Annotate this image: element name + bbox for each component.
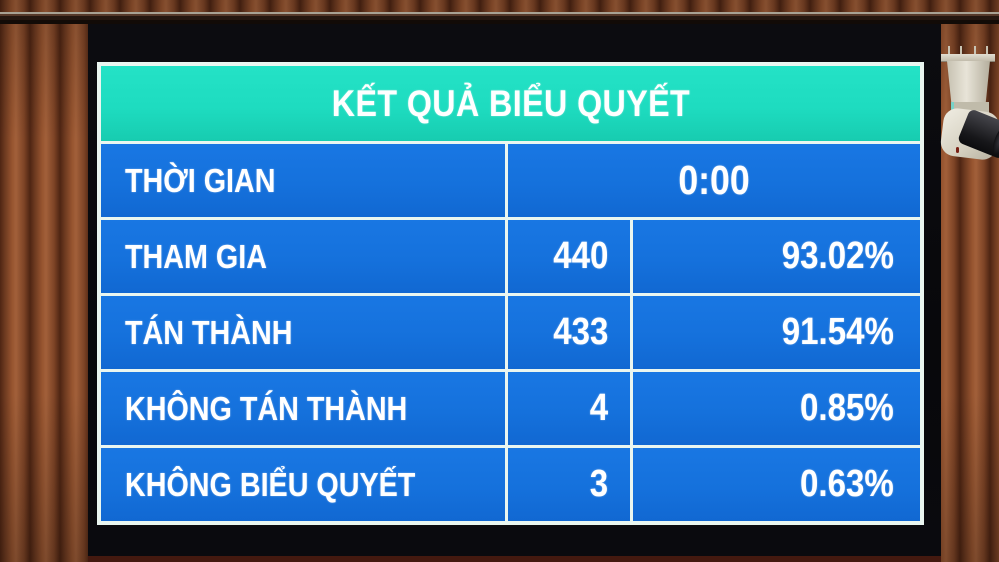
wall-rail	[0, 12, 999, 24]
table-title: KẾT QUẢ BIỂU QUYẾT	[101, 66, 920, 141]
camera-neck	[951, 102, 989, 113]
row-khong-tan-thanh-count: 4	[508, 372, 630, 445]
camera-mount-pin	[960, 46, 962, 54]
camera-mount-pin	[986, 46, 988, 54]
camera-mount-plate	[941, 54, 995, 62]
table-title-text: KẾT QUẢ BIỂU QUYẾT	[331, 82, 690, 124]
camera-cable-tip	[956, 147, 959, 153]
camera-mount-pin	[948, 46, 950, 54]
row-khong-bieu-quyet-label: KHÔNG BIỂU QUYẾT	[101, 448, 505, 521]
camera-mount-housing	[947, 61, 990, 103]
camera-lens-face	[989, 123, 999, 157]
row-thoi-gian-label: THỜI GIAN	[101, 144, 505, 217]
row-khong-bieu-quyet-percent: 0.63%	[633, 448, 920, 521]
row-tham-gia-count: 440	[508, 220, 630, 293]
screen-bottom-ledge	[88, 556, 941, 562]
row-khong-bieu-quyet-count: 3	[508, 448, 630, 521]
row-khong-tan-thanh-label: KHÔNG TÁN THÀNH	[101, 372, 505, 445]
row-tan-thanh-percent: 91.54%	[633, 296, 920, 369]
row-tan-thanh-label: TÁN THÀNH	[101, 296, 505, 369]
row-tham-gia-percent: 93.02%	[633, 220, 920, 293]
camera-mount-pin	[974, 46, 976, 54]
voting-results-table: KẾT QUẢ BIỂU QUYẾT THỜI GIAN 0:00 THAM G…	[97, 62, 924, 525]
row-tan-thanh-count: 433	[508, 296, 630, 369]
row-khong-tan-thanh-percent: 0.85%	[633, 372, 920, 445]
surveillance-camera	[938, 46, 999, 166]
row-tham-gia-label: THAM GIA	[101, 220, 505, 293]
row-thoi-gian-value: 0:00	[508, 144, 920, 217]
